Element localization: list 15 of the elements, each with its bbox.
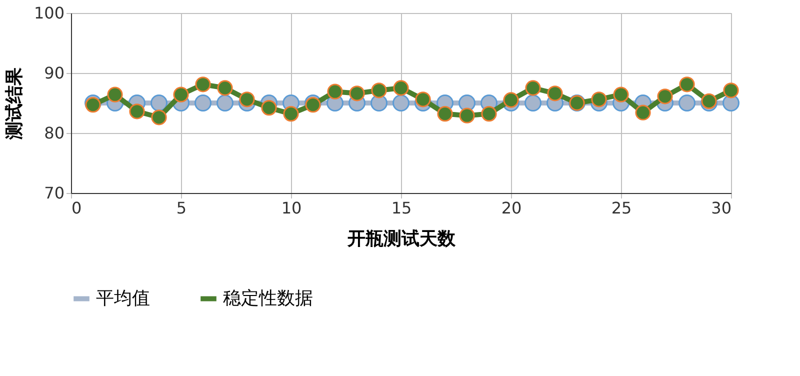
x-tick-label: 20 (501, 198, 522, 218)
x-axis-title: 开瓶测试天数 (346, 228, 456, 250)
y-tick-label: 70 (44, 184, 64, 202)
x-tick-label: 25 (611, 198, 632, 218)
y-tick-label: 100 (34, 4, 64, 22)
legend-label: 稳定性数据 (223, 288, 313, 309)
x-tick-label: 0 (72, 198, 82, 218)
legend-label: 平均值 (96, 288, 150, 309)
x-tick-label: 15 (391, 198, 412, 218)
x-tick-label: 5 (176, 198, 187, 218)
y-tick-label: 90 (44, 64, 64, 82)
x-tick-label: 10 (281, 198, 302, 218)
y-tick-label: 80 (44, 124, 64, 142)
x-tick-label: 30 (711, 198, 732, 218)
y-axis-title: 测试结果 (4, 66, 25, 140)
